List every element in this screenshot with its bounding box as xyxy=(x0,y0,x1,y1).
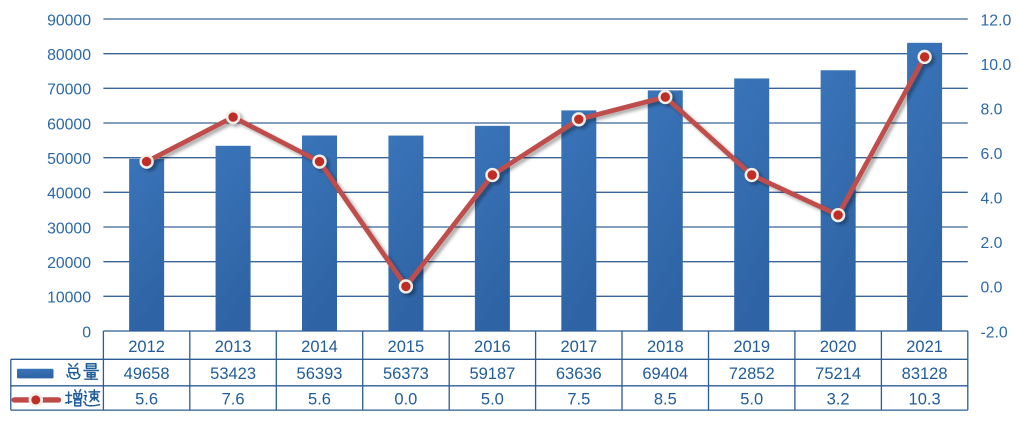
svg-text:70000: 70000 xyxy=(47,82,91,99)
svg-text:2016: 2016 xyxy=(474,338,511,356)
svg-text:5.6: 5.6 xyxy=(135,391,158,409)
svg-text:56373: 56373 xyxy=(383,365,429,383)
svg-text:2015: 2015 xyxy=(388,338,425,356)
svg-text:2.0: 2.0 xyxy=(981,235,1003,252)
svg-text:20000: 20000 xyxy=(47,255,91,272)
svg-text:69404: 69404 xyxy=(642,365,688,383)
svg-text:2017: 2017 xyxy=(560,338,597,356)
svg-text:30000: 30000 xyxy=(47,220,91,237)
svg-text:53423: 53423 xyxy=(210,365,256,383)
svg-text:60000: 60000 xyxy=(47,116,91,133)
svg-text:6.0: 6.0 xyxy=(981,146,1003,163)
svg-text:8.5: 8.5 xyxy=(654,391,677,409)
svg-text:2021: 2021 xyxy=(906,338,943,356)
svg-text:10.3: 10.3 xyxy=(909,391,941,409)
svg-text:5.0: 5.0 xyxy=(481,391,504,409)
svg-text:63636: 63636 xyxy=(556,365,602,383)
svg-text:2020: 2020 xyxy=(820,338,857,356)
svg-text:75214: 75214 xyxy=(815,365,861,383)
svg-text:-2.0: -2.0 xyxy=(981,324,1008,341)
svg-text:7.6: 7.6 xyxy=(222,391,245,409)
svg-text:4.0: 4.0 xyxy=(981,191,1003,208)
svg-text:2019: 2019 xyxy=(733,338,770,356)
svg-text:2014: 2014 xyxy=(301,338,338,356)
svg-text:49658: 49658 xyxy=(124,365,170,383)
svg-text:10000: 10000 xyxy=(47,290,91,307)
svg-text:90000: 90000 xyxy=(47,12,91,29)
svg-text:0.0: 0.0 xyxy=(981,280,1003,297)
svg-text:7.5: 7.5 xyxy=(567,391,590,409)
svg-text:80000: 80000 xyxy=(47,47,91,64)
svg-text:83128: 83128 xyxy=(902,365,948,383)
svg-text:3.2: 3.2 xyxy=(827,391,850,409)
svg-text:8.0: 8.0 xyxy=(981,101,1003,118)
svg-text:10.0: 10.0 xyxy=(981,57,1012,74)
svg-text:50000: 50000 xyxy=(47,151,91,168)
svg-text:0: 0 xyxy=(82,324,91,341)
svg-text:56393: 56393 xyxy=(297,365,343,383)
svg-text:5.6: 5.6 xyxy=(308,391,331,409)
svg-text:5.0: 5.0 xyxy=(740,391,763,409)
svg-text:12.0: 12.0 xyxy=(981,12,1012,29)
svg-text:40000: 40000 xyxy=(47,186,91,203)
svg-text:2012: 2012 xyxy=(128,338,165,356)
svg-text:72852: 72852 xyxy=(729,365,775,383)
svg-text:0.0: 0.0 xyxy=(394,391,417,409)
svg-text:2018: 2018 xyxy=(647,338,684,356)
svg-text:59187: 59187 xyxy=(469,365,515,383)
svg-text:2013: 2013 xyxy=(215,338,252,356)
